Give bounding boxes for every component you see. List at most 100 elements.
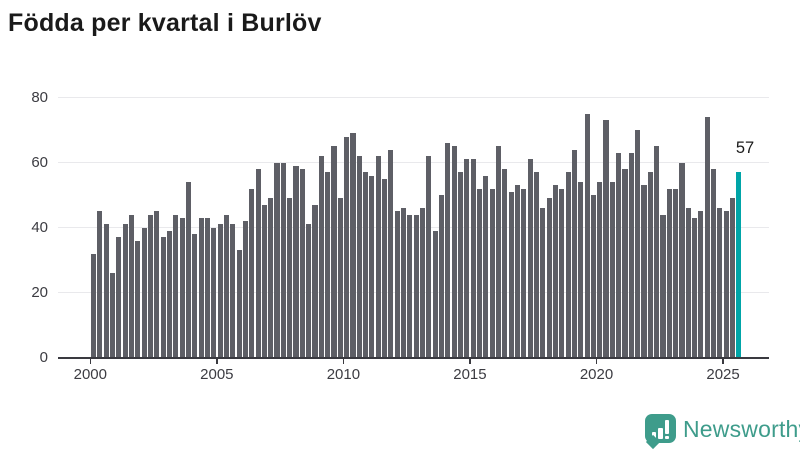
bar: [616, 152, 622, 358]
bar: [236, 250, 242, 358]
bar: [647, 172, 653, 358]
x-tick-mark: [595, 358, 598, 364]
highlight-value-label: 57: [735, 139, 755, 157]
y-axis-tick-label: 80: [31, 88, 48, 106]
bar: [622, 169, 628, 358]
bar: [198, 217, 204, 358]
bar: [641, 185, 647, 358]
bar: [249, 188, 255, 358]
bar: [97, 211, 103, 358]
bar: [413, 214, 419, 358]
bar: [711, 169, 717, 358]
bar: [242, 221, 248, 358]
bar: [692, 217, 698, 358]
x-tick-mark: [722, 358, 724, 364]
y-axis-tick-label: 0: [39, 348, 48, 366]
bar: [426, 156, 432, 358]
bar: [135, 240, 141, 358]
bar: [565, 172, 571, 358]
bar: [287, 198, 293, 358]
bar: [584, 113, 590, 358]
bar: [502, 169, 508, 358]
bar: [356, 156, 362, 358]
bar: [293, 165, 299, 358]
bar: [470, 159, 476, 358]
bar: [628, 152, 634, 358]
bar: [590, 195, 596, 358]
x-axis-tick-label: 2015: [453, 366, 487, 383]
bar: [103, 224, 109, 358]
bar: [673, 188, 679, 358]
x-axis-tick-label: 2010: [326, 366, 361, 383]
bar: [185, 182, 191, 358]
x-tick-mark: [469, 358, 471, 364]
bar: [571, 149, 577, 358]
gridline: [58, 292, 769, 294]
bar: [154, 211, 160, 358]
bar: [192, 234, 198, 358]
y-axis-tick-label: 60: [31, 153, 48, 171]
bar: [369, 175, 375, 358]
bar: [318, 156, 324, 358]
x-axis-tick-label: 2025: [706, 366, 740, 383]
logo-bar-icon: [658, 428, 663, 439]
bar: [325, 172, 331, 358]
bar: [350, 133, 356, 358]
bar: [382, 178, 388, 358]
bar: [578, 182, 584, 358]
bar: [261, 204, 267, 358]
bar: [704, 117, 710, 358]
bar: [211, 227, 217, 358]
bar: [445, 143, 451, 358]
bar: [306, 224, 312, 358]
bar: [407, 214, 413, 358]
bar: [609, 182, 615, 358]
y-axis-tick-label: 40: [31, 218, 48, 236]
x-axis-line: [58, 356, 769, 359]
bar: [91, 253, 97, 358]
bar: [331, 146, 337, 358]
bar: [552, 185, 558, 358]
bar: [597, 182, 603, 358]
bar: [635, 130, 641, 358]
bar: [268, 198, 274, 358]
bar: [717, 208, 723, 358]
bar: [147, 214, 154, 358]
bar: [508, 191, 514, 358]
bar: [527, 159, 533, 358]
bar: [255, 169, 261, 358]
bar: [489, 188, 495, 358]
x-axis-tick-label: 2020: [579, 366, 614, 383]
gridline: [58, 162, 769, 164]
bar: [533, 172, 539, 358]
bar: [679, 162, 685, 358]
bar: [559, 188, 565, 358]
gridline: [58, 227, 769, 229]
bar: [363, 172, 369, 358]
bar: [299, 169, 305, 358]
bar: [179, 217, 185, 358]
x-tick-mark: [89, 358, 92, 364]
bar: [438, 195, 445, 358]
bar: [116, 237, 122, 358]
bar: [173, 214, 179, 358]
bar: [166, 230, 173, 358]
x-axis-tick-label: 2005: [200, 366, 234, 383]
bar: [141, 227, 147, 358]
bar: [274, 162, 280, 358]
bar: [451, 146, 457, 358]
newsworthy-logo: Newsworthy: [644, 413, 800, 450]
highlighted-bar: [736, 172, 742, 358]
bar: [546, 198, 552, 358]
bar: [128, 214, 135, 358]
bar: [540, 208, 546, 358]
gridline: [58, 97, 769, 99]
bar: [666, 188, 672, 358]
logo-text: Newsworthy: [683, 416, 800, 442]
bar: [280, 162, 286, 358]
bar: [730, 198, 736, 358]
bar: [401, 208, 407, 358]
bar: [375, 156, 381, 358]
bar: [660, 214, 666, 358]
